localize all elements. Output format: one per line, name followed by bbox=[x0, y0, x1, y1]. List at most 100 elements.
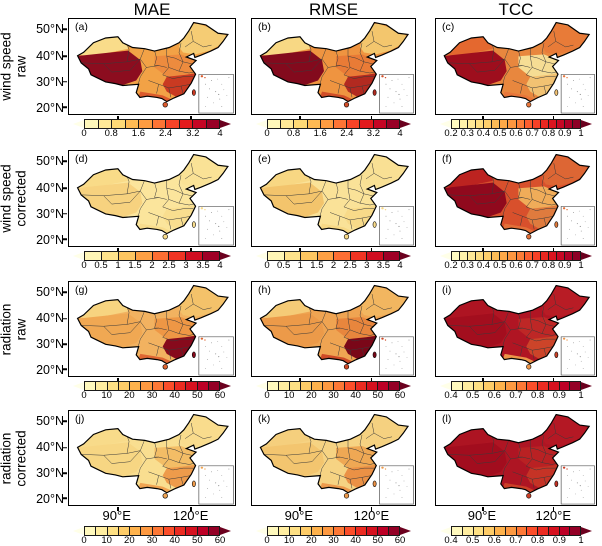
colorbar-tick-label: 30 bbox=[146, 390, 158, 401]
colorbar-segment bbox=[367, 381, 378, 390]
lon-tick bbox=[117, 116, 119, 120]
colorbar-segment bbox=[524, 119, 533, 128]
colorbar-segment bbox=[130, 526, 142, 535]
colorbar-segment bbox=[139, 119, 153, 128]
colorbar-tick-label: 50 bbox=[372, 390, 384, 401]
colorbar-tick-label: 0 bbox=[81, 128, 87, 139]
colorbar-g: 0 10 20 30 40 50 60 bbox=[73, 380, 231, 403]
south-china-sea-inset bbox=[199, 466, 234, 504]
colorbar-segment bbox=[186, 381, 198, 390]
china-outline bbox=[78, 155, 228, 234]
colorbar-j: 0 10 20 30 40 50 60 bbox=[73, 525, 231, 546]
china-outline bbox=[444, 23, 589, 102]
colorbar-tick-label: 2.5 bbox=[343, 260, 357, 271]
colorbar-tick-label: 10 bbox=[101, 390, 112, 401]
colorbar-segments bbox=[451, 118, 581, 129]
panel-letter-i: (i) bbox=[442, 284, 452, 296]
colorbar-left-cap bbox=[256, 381, 267, 390]
lon-tick bbox=[482, 378, 484, 382]
colorbar-segment bbox=[152, 119, 166, 128]
south-china-sea-inset bbox=[380, 466, 414, 504]
colorbar-right-cap bbox=[581, 119, 592, 128]
colorbar-tick-label: 1 bbox=[578, 260, 584, 271]
colorbar-segment bbox=[540, 119, 549, 128]
colorbar-segment bbox=[516, 381, 528, 390]
china-map-svg bbox=[252, 282, 415, 376]
colorbar-tick-labels: 0.2 0.3 0.4 0.5 0.6 0.7 0.8 0.9 1 bbox=[444, 128, 583, 140]
colorbar-segments bbox=[267, 525, 400, 536]
hainan-island bbox=[163, 364, 168, 369]
hainan-island bbox=[163, 102, 168, 107]
colorbar-segment bbox=[85, 251, 102, 260]
colorbar-right-cap bbox=[400, 119, 411, 128]
lat-tick bbox=[62, 291, 67, 294]
colorbar-tick-labels: 0.4 0.5 0.6 0.7 0.8 0.9 1 bbox=[444, 390, 583, 402]
lon-tick bbox=[117, 248, 119, 252]
colorbar-segment bbox=[500, 119, 509, 128]
map-panel-h: (h) bbox=[251, 281, 416, 382]
south-china-sea-inset bbox=[561, 206, 594, 245]
colorbar-left-cap bbox=[440, 251, 451, 260]
lat-tick bbox=[62, 497, 67, 500]
panel-letter-j: (j) bbox=[75, 413, 85, 425]
south-china-sea-inset bbox=[380, 337, 414, 375]
colorbar-right-cap bbox=[220, 119, 231, 128]
colorbar-right-cap bbox=[400, 526, 411, 535]
lon-tick bbox=[190, 507, 192, 511]
lon-tick bbox=[370, 507, 373, 511]
colorbar-tick-label: 0.5 bbox=[493, 260, 507, 271]
china-map-svg bbox=[69, 151, 235, 246]
panel-letter-g: (g) bbox=[75, 284, 88, 296]
colorbar-tick-label: 10 bbox=[101, 535, 112, 546]
colorbar-segment bbox=[290, 526, 301, 535]
colorbar-segment bbox=[476, 119, 485, 128]
colorbar-segment bbox=[468, 119, 477, 128]
lon-tick bbox=[299, 248, 301, 252]
colorbar-h: 0 10 20 30 40 50 60 bbox=[256, 380, 411, 403]
colorbar-segment bbox=[468, 251, 477, 260]
taiwan-island bbox=[192, 481, 195, 487]
lon-tick bbox=[482, 116, 484, 120]
lon-tick bbox=[190, 248, 192, 252]
colorbar-segment bbox=[516, 251, 525, 260]
colorbar-tick-label: 10 bbox=[283, 535, 295, 546]
taiwan-island bbox=[373, 222, 376, 228]
colorbar-tick-label: 50 bbox=[372, 535, 384, 546]
colorbar-segments bbox=[451, 250, 581, 261]
colorbar-tick-labels: 0 0.5 1 1.5 2 2.5 3 3.5 4 bbox=[264, 260, 402, 272]
colorbar-tick-label: 4 bbox=[217, 260, 223, 271]
colorbar-tick-label: 0 bbox=[264, 535, 270, 546]
lat-tick bbox=[62, 80, 67, 83]
colorbar-segment bbox=[350, 251, 367, 260]
colorbar-segment bbox=[141, 526, 153, 535]
colorbar-segment bbox=[118, 526, 130, 535]
china-map-svg bbox=[69, 282, 235, 376]
colorbar-tick-label: 40 bbox=[350, 390, 361, 401]
hainan-island bbox=[163, 493, 168, 498]
taiwan-island bbox=[192, 352, 195, 358]
colorbar-segment bbox=[386, 119, 400, 128]
colorbar-segment bbox=[107, 526, 119, 535]
map-panel-j: (j) bbox=[62, 410, 236, 511]
hainan-island bbox=[344, 234, 349, 239]
colorbar-right-cap bbox=[400, 381, 411, 390]
province-borders bbox=[262, 31, 392, 97]
china-outline bbox=[260, 286, 408, 364]
lat-tick bbox=[62, 160, 67, 163]
map-panel-e: (e) bbox=[251, 150, 416, 252]
colorbar-tick-label: 0.4 bbox=[444, 390, 458, 401]
colorbar-tick-label: 0.8 bbox=[531, 390, 545, 401]
taiwan-island bbox=[555, 222, 558, 228]
colorbar-segment bbox=[197, 381, 209, 390]
colorbar-tick-label: 20 bbox=[124, 390, 135, 401]
colorbar-segment bbox=[179, 119, 193, 128]
colorbar-segment bbox=[548, 251, 557, 260]
south-china-sea-inset bbox=[380, 206, 414, 245]
china-outline bbox=[444, 286, 589, 364]
lon-axis-col2: 90°E 120°E bbox=[284, 508, 390, 523]
colorbar-segment bbox=[107, 381, 119, 390]
taiwan-island bbox=[555, 90, 558, 96]
colorbar-segment bbox=[559, 526, 571, 535]
colorbar-segment bbox=[135, 251, 153, 260]
colorbar-segment bbox=[500, 251, 509, 260]
